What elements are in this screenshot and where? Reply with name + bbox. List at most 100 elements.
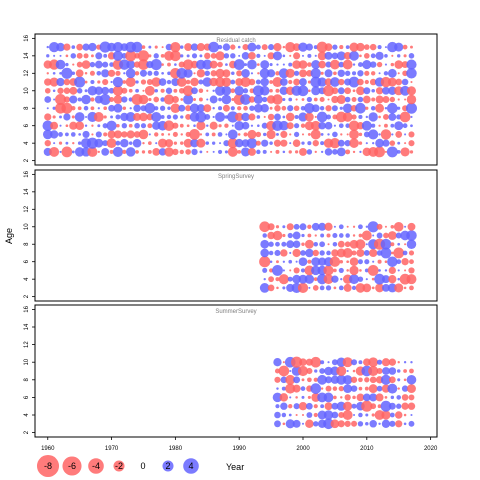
residual-bubble (365, 278, 368, 281)
residual-bubble (408, 420, 415, 427)
residual-bubble (356, 393, 365, 402)
residual-bubble (74, 76, 86, 88)
residual-bubble (316, 111, 328, 123)
residual-bubble (269, 260, 273, 263)
residual-bubble (353, 413, 356, 417)
residual-bubble (301, 378, 305, 382)
residual-bubble (301, 395, 305, 399)
residual-bubble (352, 369, 356, 373)
residual-bubble (311, 86, 321, 96)
residual-bubble (378, 269, 381, 272)
residual-bubble (326, 250, 331, 256)
residual-bubble (63, 43, 71, 51)
residual-bubble (138, 129, 149, 140)
residual-bubble (368, 357, 379, 368)
residual-bubble (333, 395, 337, 400)
residual-bubble (318, 121, 326, 130)
residual-bubble (42, 129, 53, 140)
residual-bubble (312, 139, 319, 147)
residual-bubble (279, 393, 289, 402)
residual-bubble (269, 80, 274, 84)
residual-bubble (167, 62, 171, 67)
legend-bubble (183, 458, 199, 474)
residual-bubble (237, 133, 241, 136)
residual-bubble (71, 150, 75, 154)
residual-bubble (222, 43, 231, 51)
residual-bubble (206, 150, 209, 153)
residual-bubble (161, 132, 165, 136)
residual-bubble (199, 150, 203, 154)
residual-bubble (186, 54, 190, 58)
residual-bubble (274, 105, 281, 112)
residual-bubble (289, 54, 292, 57)
residual-bubble (331, 275, 339, 283)
residual-bubble (125, 68, 136, 79)
residual-bubble (65, 62, 69, 67)
residual-bubble (352, 234, 356, 237)
residual-bubble (320, 71, 324, 75)
residual-bubble (206, 124, 209, 127)
residual-bubble (407, 222, 416, 231)
residual-bubble (409, 285, 414, 291)
residual-bubble (116, 123, 120, 128)
residual-bubble (293, 131, 300, 138)
residual-bubble (255, 79, 261, 85)
residual-bubble (183, 138, 193, 148)
residual-bubble (305, 419, 314, 429)
residual-bubble (288, 97, 293, 102)
residual-bubble (319, 250, 325, 256)
residual-bubble (110, 115, 114, 119)
residual-bubble (115, 140, 121, 146)
residual-bubble (90, 106, 95, 111)
residual-bubble (56, 42, 65, 52)
residual-bubble (107, 130, 116, 139)
residual-bubble (135, 150, 139, 154)
residual-bubble (394, 121, 404, 131)
residual-bubble (83, 105, 89, 111)
residual-bubble (142, 141, 145, 145)
residual-bubble (369, 420, 377, 428)
residual-bubble (90, 97, 95, 102)
residual-bubble (306, 367, 313, 375)
residual-bubble (202, 77, 213, 87)
y-tick-label: 10 (24, 87, 30, 94)
residual-bubble (108, 104, 115, 112)
residual-bubble (358, 114, 363, 120)
residual-bubble (281, 412, 287, 418)
residual-bubble (397, 106, 401, 110)
residual-bubble (152, 148, 161, 156)
residual-bubble (331, 87, 339, 95)
residual-bubble (344, 241, 351, 248)
residual-bubble (381, 419, 391, 428)
residual-bubble (301, 242, 305, 246)
residual-bubble (179, 123, 184, 128)
residual-bubble (52, 89, 56, 93)
residual-bubble (293, 78, 301, 86)
residual-bubble (355, 102, 366, 114)
residual-bubble (294, 150, 299, 154)
residual-bubble (307, 377, 312, 383)
residual-bubble (148, 133, 151, 136)
y-tick-label: 12 (24, 205, 30, 212)
residual-bubble (298, 42, 308, 52)
residual-bubble (221, 77, 232, 87)
residual-bubble (393, 247, 405, 259)
residual-bubble (344, 87, 352, 95)
residual-bubble (96, 70, 102, 76)
residual-bubble (94, 60, 103, 69)
residual-bubble (307, 224, 312, 229)
residual-bubble (323, 265, 334, 276)
residual-bubble (166, 114, 172, 120)
residual-bubble (357, 259, 363, 265)
residual-bubble (274, 113, 281, 121)
residual-bubble (313, 241, 319, 247)
residual-bubble (317, 51, 327, 61)
residual-bubble (272, 77, 283, 88)
residual-bubble (388, 266, 396, 275)
residual-bubble (49, 130, 59, 139)
residual-bubble (387, 256, 398, 267)
residual-bubble (292, 240, 301, 248)
residual-bubble (286, 122, 294, 130)
residual-bubble (378, 115, 381, 119)
residual-bubble (372, 260, 375, 263)
